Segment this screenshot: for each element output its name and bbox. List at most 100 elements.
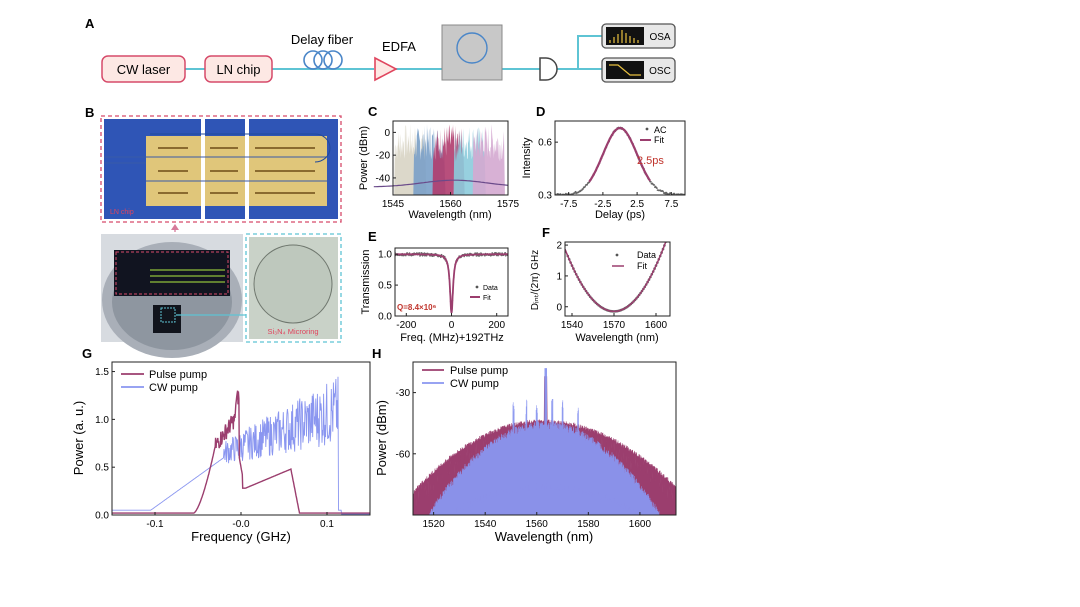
edfa-triangle (374, 56, 398, 82)
chart-d-annotation: 2.5ps (637, 155, 664, 167)
chart-d-ac-point (584, 185, 586, 188)
chart-e-xlabel: Freq. (MHz)+192THz (400, 332, 504, 344)
chart-h-ytick-label: -30 (396, 388, 411, 399)
ln-chip-photo: LN chip (100, 115, 342, 223)
chart-h-xtick-label: 1540 (474, 519, 497, 530)
chart-h-xlabel: Wavelength (nm) (495, 529, 594, 544)
chart-e-data-point (406, 252, 409, 254)
chart-c: 1545 1560 1575 0 -20 -40 Wavelength (nm) Powe… (358, 120, 520, 221)
chart-f-legend-fit: Fit (637, 261, 647, 271)
chart-e-ytick-label: 0.0 (378, 312, 392, 323)
chart-c-ytick-label: 0 (384, 128, 390, 139)
microring-photo-label: Si₃N₄ Microring (267, 327, 318, 336)
chart-h: 1520 1540 1560 1580 1600 -30 -60 Pulse pump CW… (374, 361, 677, 544)
delay-fiber-label: Delay fiber (291, 32, 354, 47)
chart-d-ac-point (582, 188, 584, 190)
chart-f-xtick-label: 1600 (645, 320, 668, 331)
chart-e-ytick-label: 0.5 (378, 281, 392, 292)
chart-c-ylabel: Power (dBm) (358, 126, 370, 190)
photodetector-icon (539, 57, 558, 81)
chart-e: -200 0 200 1.0 0.5 0.0 Data Fit Q=8.4×10⁶ Fre… (360, 247, 509, 344)
chart-e-xtick-label: 200 (488, 320, 505, 331)
ln-chip-box (204, 55, 273, 83)
chart-f-data-point (666, 237, 669, 240)
chart-g-xtick-label: -0.1 (146, 519, 164, 530)
setup-diagram: CW laser LN chip Delay fiber EDFA OSA OS… (101, 23, 676, 83)
chart-f-ytick-label: 1 (556, 271, 562, 282)
chart-f-legend-data: Data (637, 250, 656, 260)
chart-g-ylabel: Power (a. u.) (71, 401, 86, 475)
chart-f: 1540 1570 1600 2 1 0 Data Fit Wavelength (nm)… (530, 229, 672, 344)
chart-e-ylabel: Transmission (360, 250, 372, 315)
chart-h-cw-pump-area (413, 368, 676, 515)
chart-h-xtick-label: 1560 (526, 519, 549, 530)
chart-c-ytick-label: -20 (376, 151, 391, 162)
chart-g-xtick-label: -0.0 (232, 519, 250, 530)
chart-d-xtick-label: -7.5 (560, 199, 578, 210)
chart-d-xlabel: Delay (ps) (595, 209, 645, 221)
chart-e-xtick-label: 0 (449, 320, 455, 331)
delay-fiber-coil (303, 50, 343, 70)
chart-g-xtick-label: 0.1 (320, 519, 334, 530)
osc-label: OSC (649, 66, 671, 77)
panel-label-d: D (536, 104, 545, 119)
panel-label-a: A (85, 16, 95, 31)
chart-e-xtick-label: -200 (396, 320, 416, 331)
panel-label-e: E (368, 229, 377, 244)
chart-d-ac-point (649, 180, 652, 183)
cw-laser-label: CW laser (117, 62, 171, 77)
chart-e-data-point (420, 252, 423, 254)
chart-d-xtick-label: -2.5 (594, 199, 612, 210)
chart-h-xtick-label: 1580 (577, 519, 600, 530)
panel-label-c: C (368, 104, 378, 119)
panel-label-g: G (82, 346, 92, 361)
chart-g-legend-pulse: Pulse pump (149, 369, 207, 381)
chart-h-xtick-label: 1520 (423, 519, 446, 530)
chart-f-xtick-label: 1570 (603, 320, 626, 331)
chart-e-fit-line (395, 253, 508, 314)
panel-label-f: F (542, 225, 550, 240)
microring (456, 32, 488, 64)
chart-e-data-point (491, 252, 494, 254)
chart-e-annotation: Q=8.4×10⁶ (397, 303, 437, 312)
chart-d-xtick-label: 2.5 (630, 199, 644, 210)
chart-g-ytick-label: 0.5 (95, 463, 109, 474)
microring-chip (441, 24, 503, 81)
chart-d-ac-point (653, 184, 656, 186)
coin-photo (101, 234, 246, 358)
chart-g-ytick-label: 1.0 (95, 415, 109, 426)
panel-label-b: B (85, 105, 94, 120)
chart-e-data-point (476, 252, 479, 254)
chart-c-xtick-label: 1545 (382, 199, 405, 210)
chart-e-legend-data: Data (483, 285, 498, 292)
chart-e-data-point (418, 252, 421, 254)
chart-f-xlabel: Wavelength (nm) (575, 332, 658, 344)
chart-d-ac-point (662, 190, 664, 193)
chart-e-data-point (484, 255, 486, 257)
chart-d-ylabel: Intensity (521, 137, 533, 178)
chart-f-data-point (669, 229, 672, 232)
chart-h-ylabel: Power (dBm) (374, 400, 389, 476)
chart-e-data-point (504, 255, 507, 257)
chart-d-fit-line (588, 126, 652, 183)
chart-e-data-point (475, 255, 478, 257)
chart-h-legend-pulse: Pulse pump (450, 365, 508, 377)
microring-photo: Si₃N₄ Microring (245, 233, 342, 343)
chart-h-ytick-label: -60 (396, 449, 411, 460)
chart-g-legend-cw: CW pump (149, 382, 198, 394)
chart-g: -0.1 -0.0 0.1 1.5 1.0 0.5 0.0 Pulse pump CW pu… (71, 361, 371, 544)
chart-e-data-point (504, 252, 507, 254)
chart-c-xtick-label: 1575 (497, 199, 520, 210)
chart-g-ytick-label: 1.5 (95, 367, 109, 378)
ln-chip-photo-label: LN chip (110, 209, 134, 216)
chart-f-data-point (667, 233, 670, 236)
chart-d-ac-point (656, 187, 658, 190)
chart-e-data-point (408, 252, 411, 254)
chart-c-ytick-label: -40 (376, 173, 391, 184)
chart-c-xtick-label: 1560 (439, 199, 462, 210)
cw-laser-box (101, 55, 186, 83)
chart-d-ac-point (586, 183, 589, 186)
chart-c-xlabel: Wavelength (nm) (408, 209, 491, 221)
chart-d-ytick-label: 0.3 (538, 191, 552, 202)
